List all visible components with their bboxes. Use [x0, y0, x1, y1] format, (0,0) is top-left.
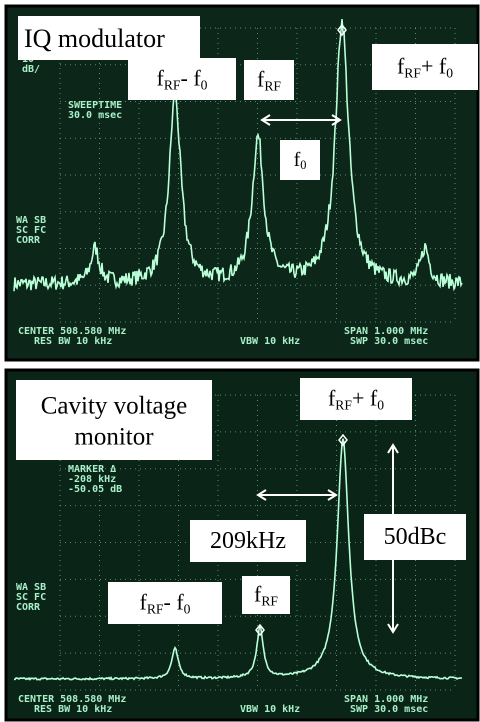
label: fRF+ f0	[397, 54, 453, 81]
screen-text: -208 kHz	[68, 474, 116, 485]
label-text: + f	[421, 54, 447, 79]
marker	[337, 23, 347, 37]
screen-text: SWP 30.0 msec	[350, 704, 428, 715]
screen-text: dB/	[22, 64, 40, 75]
panel-title: monitor	[74, 423, 154, 450]
label-subscript: RF	[147, 601, 164, 616]
screen-text: -50.05 dB	[68, 484, 122, 495]
label-text: + f	[352, 386, 378, 411]
label: 209kHz	[210, 528, 286, 554]
label: f0	[294, 149, 307, 172]
screen-text: CORR	[16, 235, 41, 246]
screen-text: VBW 10 kHz	[240, 336, 300, 347]
label-box	[280, 140, 320, 180]
screen-text: SWP 30.0 msec	[350, 336, 428, 347]
arrow-head	[387, 443, 399, 634]
label-subscript: 0	[184, 601, 191, 616]
label-box	[300, 378, 412, 420]
label: 50dBc	[384, 524, 447, 550]
screen-text: WA SB	[16, 215, 46, 226]
screen-text: SC FC	[16, 592, 46, 603]
label-subscript: RF	[335, 397, 352, 412]
label-text: 50dBc	[384, 524, 447, 550]
label: fRF- f0	[140, 590, 191, 617]
label-text: f	[140, 590, 148, 615]
spectrum-trace	[13, 19, 463, 292]
label-box	[372, 44, 478, 90]
marker	[338, 433, 348, 447]
spectrum-trace	[13, 438, 463, 681]
label-text: f	[157, 66, 165, 91]
panel-title: Cavity voltage	[41, 392, 188, 419]
label-text: f	[328, 386, 336, 411]
label-text: - f	[181, 66, 202, 91]
screen-text: SPAN 1.000 MHz	[344, 326, 428, 337]
title-box	[16, 380, 212, 460]
panel-title: IQ modulator	[24, 24, 165, 53]
screen-text: VBW 10 kHz	[240, 704, 300, 715]
label: fRF- f0	[157, 66, 208, 93]
label: fRF	[254, 582, 278, 609]
label-subscript: RF	[164, 77, 181, 92]
marker	[255, 623, 265, 637]
label-box	[364, 514, 466, 560]
screen-text: RES BW 10 kHz	[34, 336, 112, 347]
label-subscript: RF	[261, 593, 278, 608]
screen-text: CORR	[16, 602, 41, 613]
screen-text: CENTER 508.580 MHz	[18, 694, 126, 705]
label-subscript: 0	[446, 65, 453, 80]
label-text: - f	[164, 590, 185, 615]
arrow-head	[256, 489, 338, 501]
label-box	[190, 520, 306, 562]
label-box	[128, 58, 236, 100]
label-text: f	[254, 582, 262, 607]
label-text: 209kHz	[210, 528, 286, 554]
screen-text: SPAN 1.000 MHz	[344, 694, 428, 705]
screen-text: WA SB	[16, 582, 46, 593]
screen-text: 30.0 msec	[68, 110, 122, 121]
label: fRF+ f0	[328, 386, 384, 413]
label-subscript: RF	[404, 65, 421, 80]
label-subscript: 0	[300, 158, 306, 172]
label-text: f	[257, 67, 265, 92]
screen-text: CENTER 508.580 MHz	[18, 326, 126, 337]
label-subscript: 0	[377, 397, 384, 412]
title-box	[18, 16, 200, 60]
screen-text: SC FC	[16, 225, 46, 236]
label: fRF	[257, 67, 281, 94]
label-box	[242, 576, 290, 614]
label-text: f	[294, 149, 301, 171]
arrow-head	[260, 114, 342, 126]
label-text: f	[397, 54, 405, 79]
screen-text: SWEEPTIME	[68, 100, 122, 111]
label-box	[108, 582, 222, 624]
screen-text: RES BW 10 kHz	[34, 704, 112, 715]
label-subscript: 0	[201, 77, 208, 92]
screen-text: MARKER Δ	[68, 464, 116, 475]
label-box	[244, 60, 294, 100]
label-subscript: RF	[264, 78, 281, 93]
